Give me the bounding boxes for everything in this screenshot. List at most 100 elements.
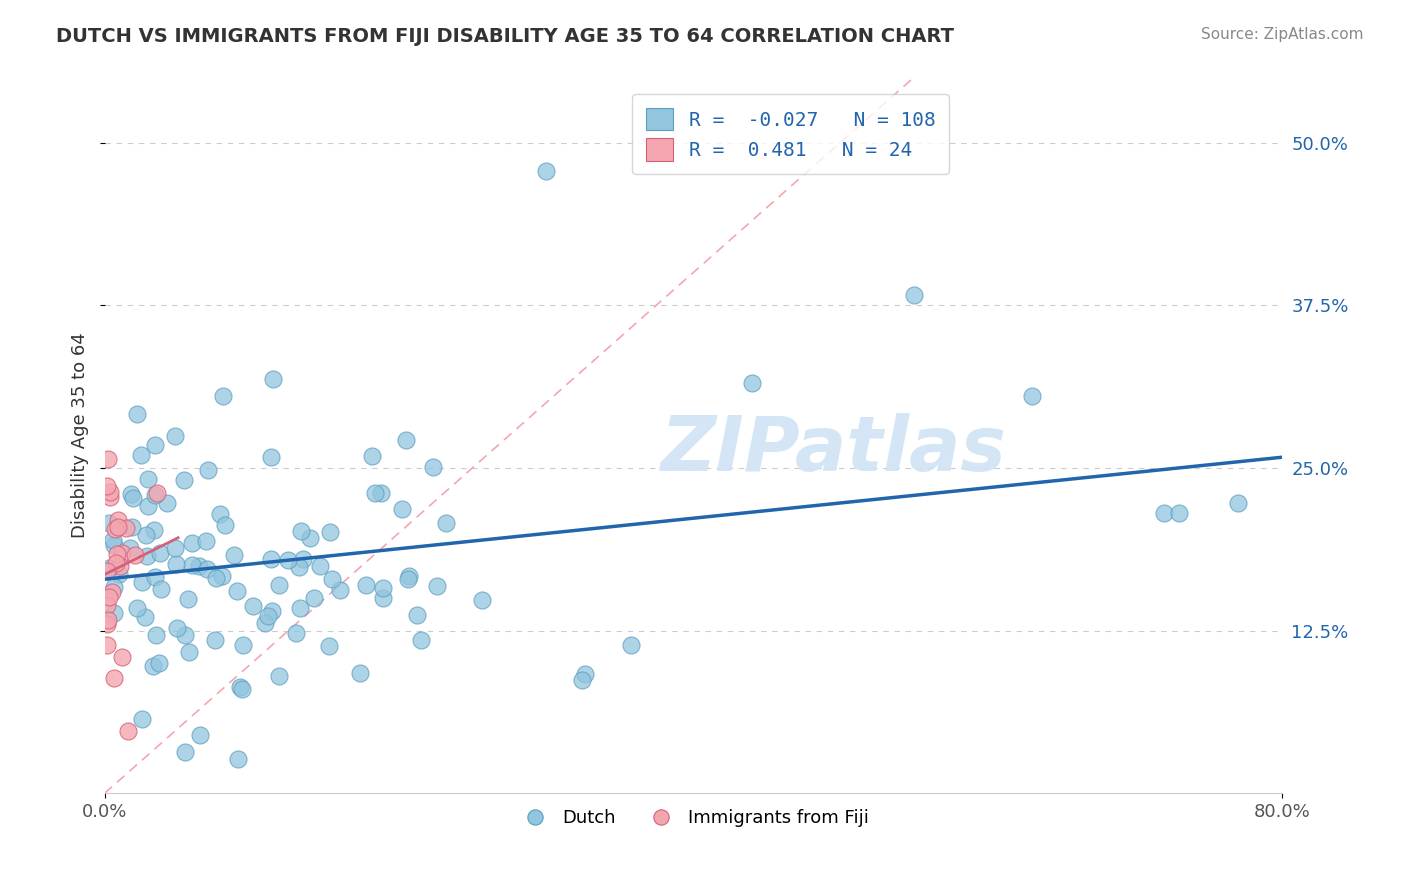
Point: [1153, 507, 1175, 521]
Point: [143, 488, 166, 502]
Point: [181, 558, 204, 572]
Point: [114, 521, 136, 535]
Point: [214, 518, 236, 533]
Point: [371, 581, 394, 595]
Point: [224, 548, 246, 562]
Text: Source: ZipAtlas.com: Source: ZipAtlas.com: [1201, 27, 1364, 42]
Point: [308, 559, 330, 574]
Point: [143, 570, 166, 584]
Point: [136, 472, 159, 486]
Point: [135, 528, 157, 542]
Point: [97, 516, 120, 530]
Point: [284, 625, 307, 640]
Point: [101, 584, 124, 599]
Point: [107, 513, 129, 527]
Point: [111, 545, 134, 559]
Y-axis label: Disability Age 35 to 64: Disability Age 35 to 64: [72, 333, 89, 538]
Point: [103, 671, 125, 685]
Legend: Dutch, Immigrants from Fiji: Dutch, Immigrants from Fiji: [510, 802, 876, 834]
Point: [117, 723, 139, 738]
Point: [134, 610, 156, 624]
Point: [329, 582, 352, 597]
Point: [259, 450, 281, 465]
Point: [173, 473, 195, 487]
Point: [290, 601, 312, 615]
Point: [143, 438, 166, 452]
Point: [1167, 507, 1189, 521]
Point: [291, 552, 314, 566]
Point: [195, 534, 218, 549]
Point: [131, 448, 153, 462]
Point: [197, 463, 219, 477]
Point: [96, 598, 118, 612]
Point: [108, 566, 131, 581]
Point: [211, 569, 233, 583]
Point: [127, 601, 149, 615]
Point: [104, 522, 127, 536]
Point: [364, 485, 387, 500]
Point: [391, 501, 413, 516]
Point: [231, 681, 253, 696]
Point: [138, 500, 160, 514]
Point: [371, 591, 394, 606]
Point: [118, 541, 141, 555]
Point: [242, 599, 264, 613]
Point: [96, 617, 118, 632]
Point: [105, 556, 128, 570]
Point: [96, 478, 118, 492]
Point: [143, 523, 166, 537]
Point: [150, 582, 173, 597]
Point: [229, 681, 252, 695]
Point: [174, 745, 197, 759]
Point: [225, 583, 247, 598]
Point: [103, 580, 125, 594]
Point: [166, 622, 188, 636]
Point: [149, 546, 172, 560]
Point: [103, 607, 125, 621]
Point: [471, 592, 494, 607]
Point: [98, 485, 121, 500]
Point: [136, 549, 159, 564]
Point: [195, 562, 218, 576]
Point: [405, 607, 427, 622]
Point: [211, 389, 233, 403]
Point: [142, 658, 165, 673]
Point: [1226, 496, 1249, 510]
Point: [288, 559, 311, 574]
Point: [205, 571, 228, 585]
Point: [101, 533, 124, 548]
Point: [360, 449, 382, 463]
Point: [534, 164, 557, 178]
Point: [262, 372, 284, 386]
Point: [98, 590, 121, 604]
Point: [96, 639, 118, 653]
Point: [121, 519, 143, 533]
Point: [436, 516, 458, 530]
Point: [299, 532, 322, 546]
Point: [111, 649, 134, 664]
Point: [741, 376, 763, 391]
Point: [426, 579, 449, 593]
Point: [181, 536, 204, 550]
Point: [321, 572, 343, 586]
Point: [131, 712, 153, 726]
Point: [571, 673, 593, 687]
Point: [163, 541, 186, 556]
Point: [131, 575, 153, 590]
Point: [290, 524, 312, 538]
Point: [145, 628, 167, 642]
Point: [269, 578, 291, 592]
Point: [121, 491, 143, 505]
Point: [188, 558, 211, 573]
Point: [156, 496, 179, 510]
Text: ZIPatlas: ZIPatlas: [661, 413, 1007, 487]
Point: [232, 638, 254, 652]
Point: [165, 558, 187, 572]
Point: [396, 572, 419, 586]
Point: [125, 407, 148, 421]
Point: [124, 549, 146, 563]
Point: [97, 613, 120, 627]
Point: [146, 485, 169, 500]
Point: [103, 538, 125, 552]
Point: [1021, 389, 1043, 403]
